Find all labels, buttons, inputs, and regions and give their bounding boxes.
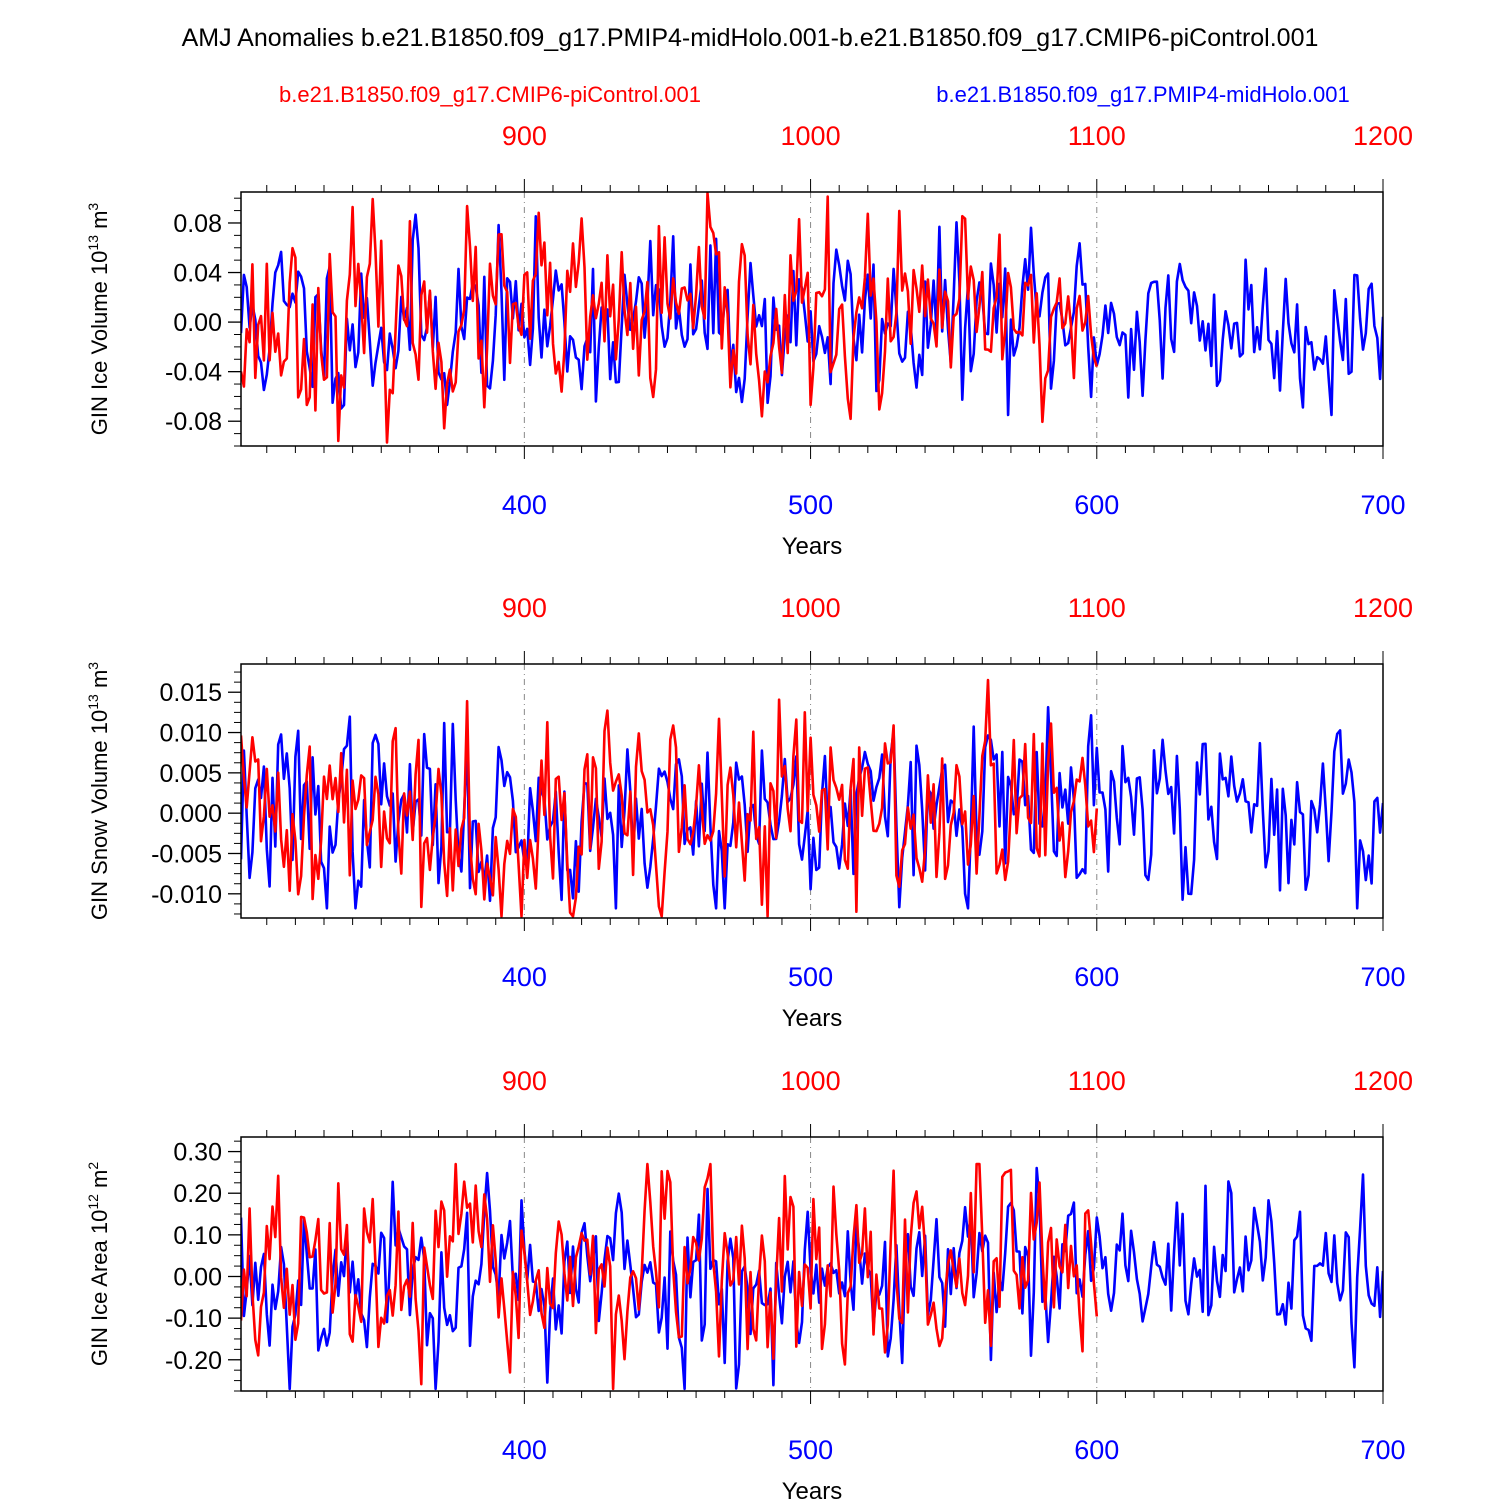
top-x-tick-label: 1000 — [781, 121, 841, 151]
x-tick-label: 400 — [502, 490, 547, 520]
x-tick-label: 400 — [502, 962, 547, 992]
top-x-tick-label: 900 — [502, 593, 547, 623]
y-tick-label: -0.08 — [165, 408, 222, 436]
top-x-tick-label: 1100 — [1068, 593, 1126, 623]
x-tick-label: 600 — [1074, 1435, 1119, 1465]
y-axis-label-exponent: 13 — [85, 235, 101, 251]
legend-midholo-label: b.e21.B1850.f09_g17.PMIP4-midHolo.001 — [936, 82, 1349, 107]
y-tick-label: 0.00 — [173, 1263, 222, 1291]
y-axis-label: GIN Ice Volume 1013 m3 — [85, 203, 112, 436]
y-tick-label: 0.10 — [173, 1222, 222, 1250]
x-tick-label: 700 — [1360, 962, 1405, 992]
x-tick-label: 700 — [1360, 1435, 1405, 1465]
x-tick-label: 600 — [1074, 962, 1119, 992]
panel-ice-volume: -0.08 -0.04 0.00 0.04 0.08 400 500 600 700 900 100… — [85, 121, 1413, 560]
plot-frame — [240, 1136, 1384, 1392]
x-tick-label: 700 — [1360, 490, 1405, 520]
y-tick-label: 0.00 — [173, 309, 222, 337]
x-tick-label: 400 — [502, 1435, 547, 1465]
y-axis-label-text: GIN Ice Volume 10 — [87, 251, 112, 436]
top-x-tick-label: 1100 — [1068, 1066, 1126, 1096]
figure-title: AMJ Anomalies b.e21.B1850.f09_g17.PMIP4-… — [182, 24, 1319, 52]
x-tick-label: 500 — [788, 1435, 833, 1465]
y-tick-label: 0.30 — [173, 1139, 222, 1167]
y-tick-label: 0.20 — [173, 1180, 222, 1208]
y-axis-label: GIN Ice Area 1012 m2 — [85, 1162, 112, 1367]
top-x-tick-label: 1000 — [781, 593, 841, 623]
top-x-tick-label: 1200 — [1353, 1066, 1413, 1096]
x-axis-label: Years — [782, 533, 843, 560]
y-axis-label-text: GIN Ice Area 10 — [87, 1210, 112, 1367]
top-x-tick-label: 1200 — [1353, 121, 1413, 151]
y-axis-label-unit-exponent: 2 — [85, 1162, 101, 1170]
y-axis-label-exponent: 13 — [85, 694, 101, 710]
y-tick-label: 0.005 — [159, 760, 222, 788]
panel-ice-area: -0.20 -0.10 0.00 0.10 0.20 0.30 400 500 600 700 90… — [85, 1066, 1413, 1500]
legend-control-label: b.e21.B1850.f09_g17.CMIP6-piControl.001 — [279, 82, 701, 107]
y-axis-label-unit-exponent: 3 — [85, 203, 101, 211]
y-tick-label: 0.015 — [159, 679, 222, 707]
series-control-line — [241, 192, 1099, 444]
y-axis-label-unit-exponent: 3 — [85, 662, 101, 670]
series-midholo-line — [241, 705, 1383, 910]
y-tick-label: -0.005 — [151, 840, 222, 868]
y-axis-label-text: GIN Snow Volume 10 — [87, 710, 112, 920]
x-axis-label: Years — [782, 1005, 843, 1032]
plot-frame — [240, 191, 1384, 447]
y-tick-label: 0.000 — [159, 800, 222, 828]
y-axis-label-exponent: 12 — [85, 1194, 101, 1210]
y-axis-label-unit: m — [87, 211, 112, 235]
y-axis-label-unit: m — [87, 670, 112, 694]
x-tick-label: 500 — [788, 490, 833, 520]
plot-frame — [240, 663, 1384, 919]
y-axis-label-unit: m — [87, 1170, 112, 1194]
top-x-tick-label: 900 — [502, 1066, 547, 1096]
y-tick-label: 0.08 — [173, 210, 222, 238]
panel-snow-volume: -0.010 -0.005 0.000 0.005 0.010 0.015 400 500 60… — [85, 593, 1413, 1032]
x-axis-label: Years — [782, 1478, 843, 1500]
y-tick-label: -0.010 — [151, 881, 222, 909]
series-control-line — [241, 1162, 1099, 1391]
y-tick-label: -0.10 — [165, 1305, 222, 1333]
top-x-tick-label: 1100 — [1068, 121, 1126, 151]
series-control-line — [241, 678, 1099, 918]
y-axis-label: GIN Snow Volume 1013 m3 — [85, 662, 112, 920]
top-x-tick-label: 1000 — [781, 1066, 841, 1096]
y-tick-label: -0.20 — [165, 1347, 222, 1375]
y-tick-label: 0.04 — [173, 260, 222, 288]
x-tick-label: 600 — [1074, 490, 1119, 520]
x-tick-label: 500 — [788, 962, 833, 992]
y-tick-label: -0.04 — [165, 359, 222, 387]
top-x-tick-label: 900 — [502, 121, 547, 151]
top-x-tick-label: 1200 — [1353, 593, 1413, 623]
y-tick-label: 0.010 — [159, 720, 222, 748]
